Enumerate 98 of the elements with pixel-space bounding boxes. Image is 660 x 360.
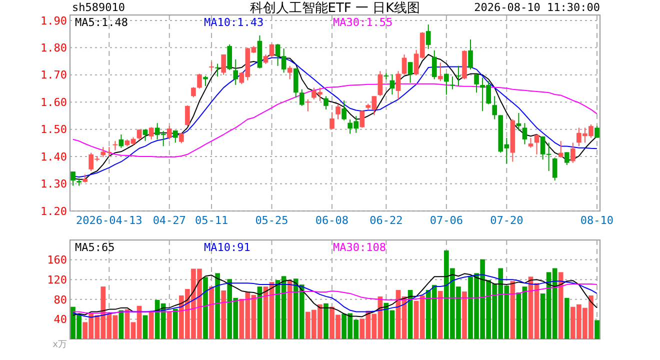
bar [438,290,443,339]
candlestick [166,126,172,140]
y-tick-label: 1.30 [40,178,67,191]
candlestick [438,62,443,82]
bar [257,286,262,339]
candlestick [528,137,534,148]
candlestick [330,112,334,130]
y-axis-title: x万 [52,340,67,350]
x-tick-label: 06-08 [315,214,349,227]
candlestick [570,142,576,164]
text: MA10:91 [204,241,250,254]
candlestick [474,74,479,94]
candlestick [402,54,407,76]
bar [148,312,154,339]
candlestick [558,140,564,158]
y-tick-label: 1.90 [40,14,67,28]
y-tick-label: 80 [54,293,67,306]
candlestick [227,44,232,70]
x-tick-label: 07-06 [430,214,463,227]
text: 2026-08-10 11:30:00 [474,1,600,14]
bar [172,308,178,339]
candlestick [275,43,280,66]
candlestick [432,50,437,80]
y-tick-label: 1.20 [40,204,67,218]
bar [594,320,600,339]
candlestick [534,134,540,155]
candlestick [233,58,238,86]
bar [462,291,467,339]
candlestick [185,104,190,127]
bar [209,286,214,339]
y-tick-label: 1.40 [40,150,67,164]
x-tick-label: 05-25 [255,214,288,227]
candlestick [336,104,340,120]
bar [118,310,124,339]
x-tick-label: 08-10 [580,214,614,227]
y-tick-label: 1.80 [40,42,67,55]
bar [564,298,570,339]
x-tick-label: 06-22 [370,214,403,227]
bar [324,303,328,339]
candlestick [209,61,214,72]
y-tick-label: 120 [47,273,67,286]
bar [166,311,172,339]
x-tick-label: 2026-04-13 [76,214,142,227]
candlestick [342,100,346,121]
y-tick-label: 1.50 [40,123,67,136]
candlestick [148,126,154,140]
bar [215,273,220,339]
candlestick [408,62,413,84]
bar [142,315,148,339]
candlestick [492,96,498,120]
candlestick [281,48,286,74]
x-tick-label: 07-20 [490,214,524,227]
candlestick [564,152,570,166]
candlestick [552,157,558,182]
candlestick [197,73,202,89]
text: MA5:65 [75,241,115,254]
candlestick [305,98,310,112]
candlestick [70,171,76,186]
candlestick [269,43,274,58]
candlestick [468,39,473,70]
x-tick-label: 04-27 [152,214,186,227]
y-tick-label: 1.70 [40,68,67,82]
text: MA30:1.55 [333,16,393,29]
text: MA5:1.48 [75,16,128,29]
candlestick [215,63,220,78]
candlestick [172,130,178,144]
candlestick [179,132,184,144]
y-tick-label: 160 [47,254,67,267]
candlestick [360,110,365,128]
text: MA10:1.43 [204,16,264,29]
candlestick [263,54,268,64]
line-series [72,284,598,314]
candlestick [456,65,461,87]
candlestick [426,24,431,50]
candlestick [221,54,226,76]
bar [510,281,516,339]
candlestick [444,73,449,96]
text: MA30:108 [333,241,386,254]
candlestick [594,126,600,138]
candlestick [378,70,383,97]
y-tick-label: 40 [54,313,67,326]
candlestick [203,75,208,87]
candlestick [450,76,455,90]
bar [203,277,208,339]
bar [287,280,292,339]
bar [558,272,564,339]
text: sh589010 [72,1,125,14]
candlestick [191,86,196,98]
x-tick-label: 05-11 [194,214,228,227]
candlestick [112,140,118,151]
candlestick [522,122,528,145]
candlestick [396,70,401,100]
candlestick [299,88,304,106]
bar [221,290,226,339]
candlestick [390,74,395,95]
candlestick [324,96,328,110]
chart-title: 科创人工智能ETF 一 日K线图 [250,1,420,16]
y-tick-label: 1.60 [40,96,67,109]
